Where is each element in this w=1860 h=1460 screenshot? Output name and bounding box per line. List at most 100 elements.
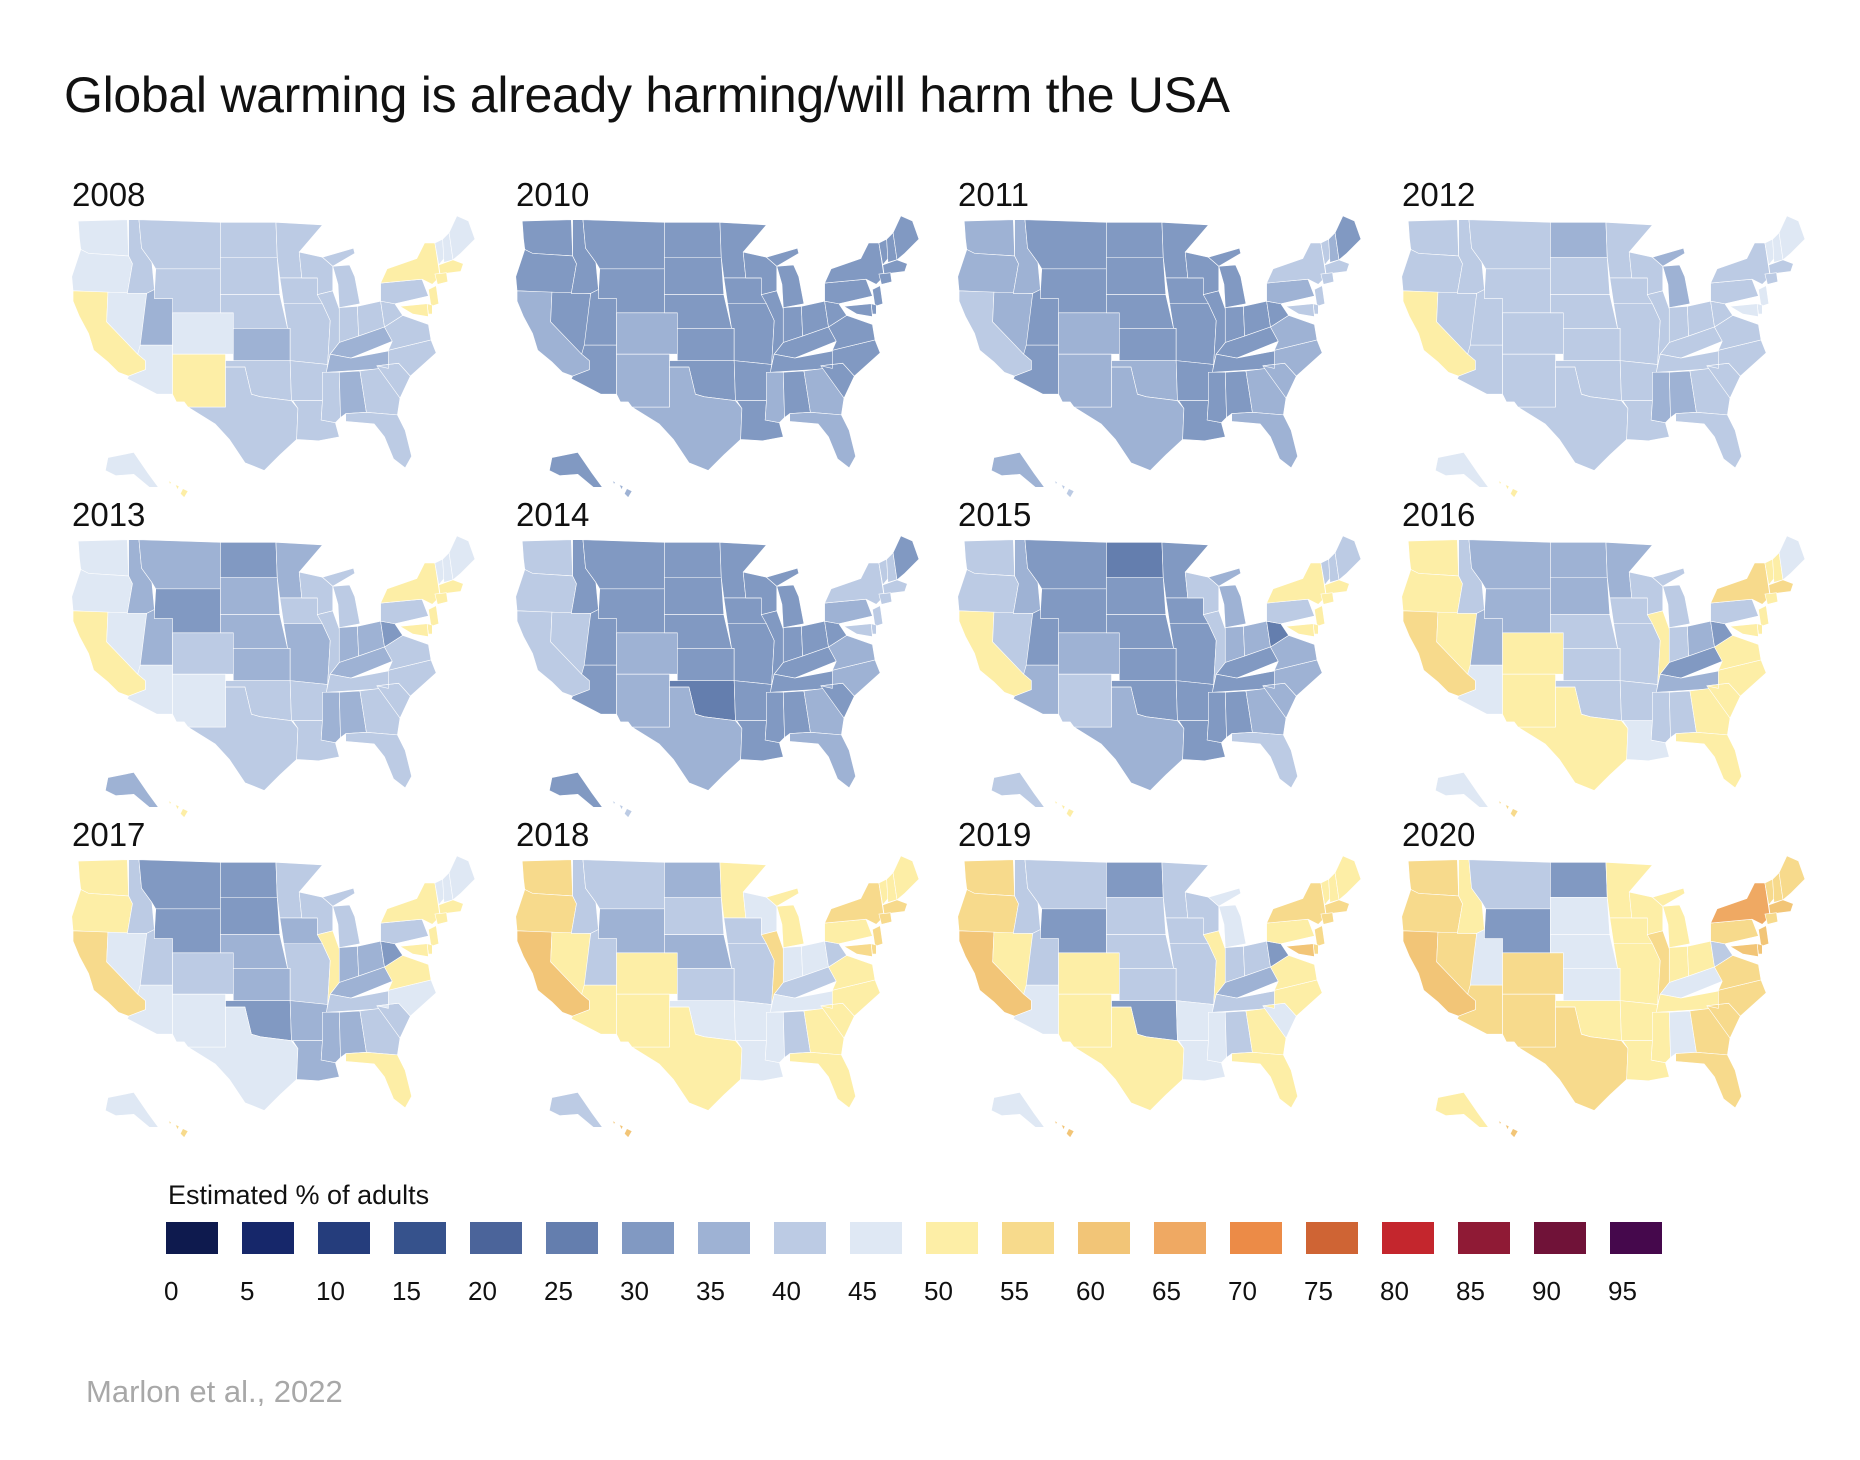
state-tx [187, 366, 299, 471]
state-ny [1710, 882, 1771, 925]
state-nm [172, 353, 226, 408]
state-mt [138, 539, 221, 590]
state-mt [1024, 219, 1107, 270]
state-ar [733, 360, 772, 401]
legend-label: 75 [1304, 1276, 1333, 1306]
state-co [1502, 312, 1564, 355]
legend-bin: 95 [1608, 1222, 1686, 1306]
state-fl [789, 1052, 856, 1109]
state-mi [1207, 887, 1247, 948]
state-ga [1689, 368, 1731, 416]
state-ny [1266, 882, 1327, 925]
state-nm [616, 353, 670, 408]
state-ct [878, 912, 893, 925]
state-wa [77, 539, 129, 577]
map-panel-2015: 2015 [950, 496, 1370, 826]
state-ar [733, 680, 772, 721]
legend-bin: 50 [924, 1222, 1002, 1306]
state-fl [789, 732, 856, 789]
state-sd [1106, 896, 1167, 935]
state-pa [1710, 598, 1759, 625]
map-panel-2018: 2018 [508, 816, 928, 1146]
state-mt [138, 219, 221, 270]
state-ks [677, 968, 735, 1001]
legend-swatch [1534, 1222, 1586, 1254]
us-choropleth-map [1401, 855, 1806, 1139]
state-ny [1266, 562, 1327, 605]
state-nc [376, 659, 437, 697]
state-nd [220, 222, 278, 258]
state-ny [380, 242, 441, 285]
us-choropleth-map [957, 855, 1362, 1139]
state-mo [1169, 623, 1217, 685]
state-nm [616, 673, 670, 728]
state-md [1285, 303, 1315, 318]
state-ks [1563, 648, 1621, 681]
legend-bin: 60 [1076, 1222, 1154, 1306]
state-ga [359, 688, 401, 736]
year-label: 2014 [516, 496, 590, 533]
state-ct [1320, 272, 1335, 285]
state-ar [1619, 1000, 1658, 1041]
legend-swatch [774, 1222, 826, 1254]
state-or [1401, 569, 1463, 614]
legend-label: 0 [164, 1276, 179, 1306]
state-fl [1231, 732, 1298, 789]
state-wa [77, 859, 129, 897]
state-nc [376, 979, 437, 1017]
map-panel-2019: 2019 [950, 816, 1370, 1146]
state-tx [1517, 686, 1629, 791]
state-ar [289, 360, 328, 401]
state-sd [664, 576, 725, 615]
state-ak [105, 1092, 159, 1128]
state-md [399, 943, 429, 958]
state-ms [1650, 371, 1671, 423]
year-label: 2018 [516, 816, 590, 853]
state-tx [631, 366, 743, 471]
state-sd [1550, 256, 1611, 295]
map-panel-2013: 2013 [64, 496, 484, 826]
state-ar [289, 680, 328, 721]
state-hi [168, 480, 189, 499]
state-mt [1024, 539, 1107, 590]
state-hi [1498, 1120, 1519, 1139]
state-co [1058, 312, 1120, 355]
legend-label: 15 [392, 1276, 421, 1306]
legend-label: 25 [544, 1276, 573, 1306]
state-wa [1407, 219, 1459, 257]
us-choropleth-map [515, 215, 920, 499]
legend-bin: 85 [1456, 1222, 1534, 1306]
state-ct [1320, 912, 1335, 925]
state-fl [345, 412, 412, 469]
state-ct [1764, 272, 1779, 285]
state-sd [220, 896, 281, 935]
state-ma [882, 259, 908, 275]
state-nd [664, 542, 722, 578]
state-ms [320, 371, 341, 423]
state-mi [321, 247, 361, 308]
state-mi [765, 567, 805, 628]
state-hi [1054, 1120, 1075, 1139]
legend-label: 95 [1608, 1276, 1637, 1306]
state-mo [1613, 303, 1661, 365]
state-sd [664, 256, 725, 295]
state-ks [233, 968, 291, 1001]
state-ma [438, 259, 464, 275]
legend-swatch [242, 1222, 294, 1254]
state-ia [723, 597, 767, 625]
legend-label: 40 [772, 1276, 801, 1306]
state-mo [727, 303, 775, 365]
state-hi [1054, 800, 1075, 819]
state-wa [1407, 539, 1459, 577]
state-hi [168, 1120, 189, 1139]
state-sd [1550, 576, 1611, 615]
state-or [515, 249, 577, 294]
state-nj [1758, 605, 1770, 627]
legend-swatch [622, 1222, 674, 1254]
legend-swatch [850, 1222, 902, 1254]
us-choropleth-map [957, 215, 1362, 499]
legend-swatch [166, 1222, 218, 1254]
state-mi [765, 887, 805, 948]
state-ak [549, 772, 603, 808]
state-fl [1675, 412, 1742, 469]
